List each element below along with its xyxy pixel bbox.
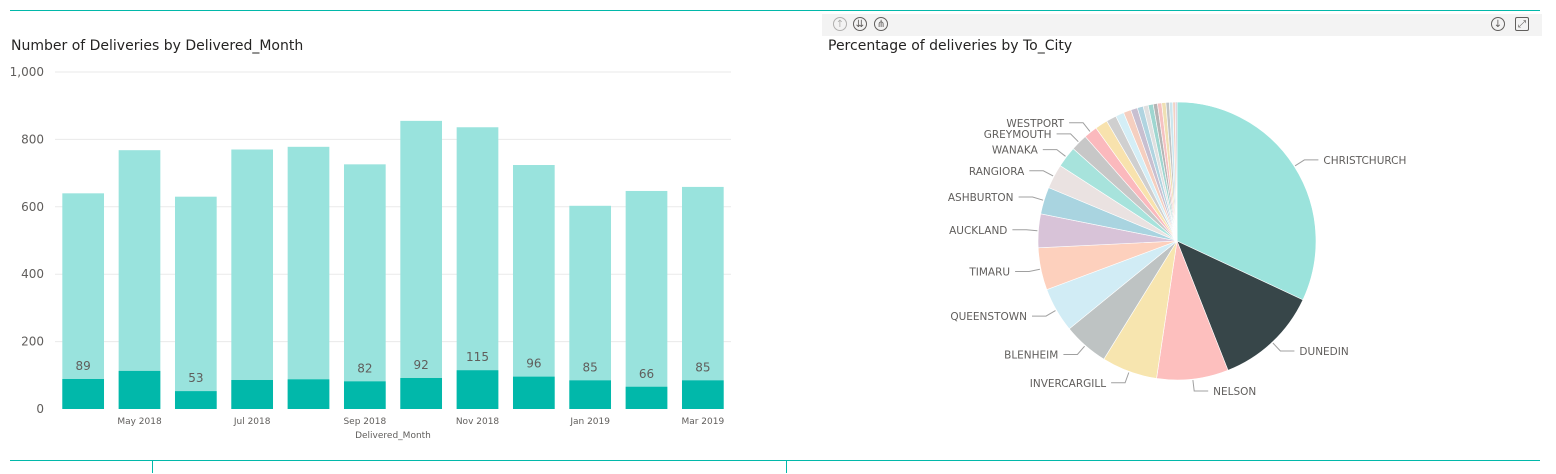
bar-total [456,127,499,409]
slice-label: INVERCARGILL [1030,378,1106,390]
bar-total [231,149,274,409]
y-tick-label: 600 [21,200,44,214]
y-tick-label: 1,000 [10,65,44,79]
y-tick-label: 0 [36,402,44,416]
leader-line [1272,342,1295,352]
double-arrow-down-icon[interactable]: ⇊ [853,17,867,31]
pie-slice [1176,101,1317,301]
bar-total [118,150,161,409]
bar-total [512,165,555,409]
bar-total [62,193,105,409]
leader-line [1029,170,1054,177]
pie-slice [1176,240,1304,371]
y-tick-label: 200 [21,335,44,349]
slice-label: AUCKLAND [949,225,1007,237]
bar-total [343,164,386,409]
bar-total [569,205,612,409]
bar-total [174,196,217,409]
slice-label: QUEENSTOWN [950,311,1027,323]
bar-subset [681,380,724,409]
data-label: 115 [466,350,489,364]
arrow-up-icon[interactable]: ↑ [833,17,847,31]
bar-subset [174,391,217,409]
bar-total [625,190,668,409]
pie-chart-title: Percentage of deliveries by To_City [828,38,1073,54]
bar-subset [287,379,330,409]
x-tick-label: Mar 2019 [681,417,724,427]
x-tick-label: Jul 2018 [233,417,271,427]
data-label: 85 [583,360,598,374]
slice-label: NELSON [1213,386,1256,398]
y-tick-label: 800 [21,132,44,146]
data-label: 53 [188,371,203,385]
bar-subset [569,380,612,409]
bar-subset [512,376,555,409]
slice-label: CHRISTCHURCH [1323,155,1406,167]
bar-total [400,120,443,410]
x-tick-label: Jan 2019 [569,417,610,427]
bottom-divider [10,460,1540,461]
top-divider [10,10,1540,11]
bar-total [287,146,330,409]
slice-label: GREYMOUTH [984,129,1052,141]
leader-line [1042,149,1066,157]
slice-label: RANGIORA [969,166,1025,178]
leader-line [1063,345,1085,355]
bar-subset [343,381,386,409]
data-label: 96 [526,357,541,371]
x-tick-label: Nov 2018 [456,417,500,427]
bar-subset [118,370,161,409]
leader-line [1012,229,1038,232]
leader-line [1032,310,1056,317]
data-label: 85 [695,360,710,374]
page-tick-mark [152,461,153,473]
pie-chart: CHRISTCHURCH DUNEDIN NELSON INVERCARGILL BLE… [948,101,1406,398]
x-tick-label: May 2018 [117,417,162,427]
slice-label: WESTPORT [1006,118,1064,130]
leader-line [1294,159,1319,167]
x-axis-title: Delivered_Month [355,431,431,441]
bar-subset [625,386,668,409]
bar-chart: 0 200 400 600 800 1,000 89 May 2018 53 Jul 2018 82… [10,65,731,441]
leader-line [1192,380,1209,392]
slice-label: DUNEDIN [1299,346,1348,358]
leader-line [1111,372,1130,384]
leader-line [1015,268,1040,272]
leader-line [1069,122,1091,132]
y-tick-label: 400 [21,267,44,281]
leader-line [1018,196,1044,201]
x-tick-label: Sep 2018 [343,417,386,427]
bar-subset [400,377,443,409]
expand-hierarchy-icon[interactable]: ⋔ [874,17,888,31]
data-label: 66 [639,367,654,381]
slice-label: BLENHEIM [1004,349,1058,361]
slice-label: WANAKA [992,145,1039,157]
bar-subset [62,379,105,409]
data-label: 92 [414,358,429,372]
bar-total [681,186,724,409]
leader-line [1056,133,1079,143]
focus-mode-icon[interactable]: ⤢ [1515,17,1529,31]
bar-subset [456,370,499,409]
data-label: 89 [76,359,91,373]
slice-label: TIMARU [968,266,1010,278]
data-label: 82 [357,361,372,375]
slice-label: ASHBURTON [948,192,1014,204]
drill-mode-icon[interactable]: ↓ [1491,17,1505,31]
bar-chart-title: Number of Deliveries by Delivered_Month [11,38,304,54]
bar-subset [231,380,274,409]
visual-header-bar: ↑ ⇊ ⋔ ↓ ⤢ [822,14,1542,36]
page-tick-mark [786,461,787,473]
pie-slice [1174,101,1178,242]
